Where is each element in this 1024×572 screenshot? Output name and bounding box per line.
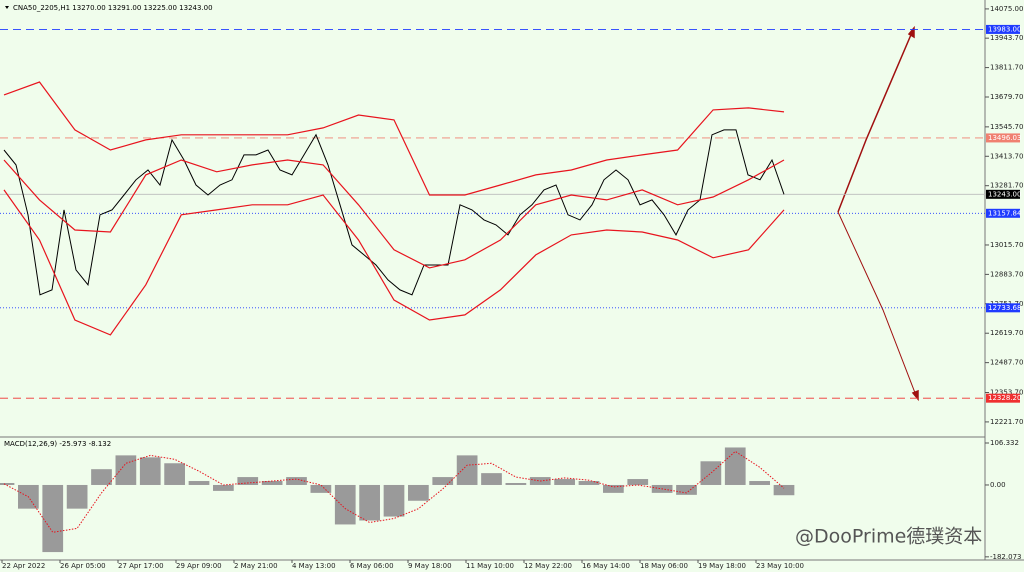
y-tick-label: 13943.70 bbox=[990, 34, 1023, 42]
macd-bar bbox=[773, 484, 795, 496]
level-label-bg bbox=[986, 24, 1020, 34]
macd-bar bbox=[408, 484, 429, 501]
y-tick-label: -182.073 bbox=[990, 553, 1021, 561]
macd-bar bbox=[188, 481, 210, 485]
y-tick-label: 12883.70 bbox=[990, 270, 1023, 278]
y-tick-label: 13811.70 bbox=[990, 64, 1023, 72]
y-tick-label: 12619.70 bbox=[990, 329, 1023, 337]
macd-bar bbox=[0, 483, 15, 485]
macd-bar bbox=[603, 484, 624, 493]
forecast-arrows bbox=[837, 25, 919, 402]
macd-bar bbox=[481, 473, 502, 485]
level-label: 12328.20 bbox=[988, 394, 1021, 402]
macd-bar bbox=[724, 447, 746, 485]
x-tick-label: 2 May 21:00 bbox=[234, 562, 278, 570]
macd-title: MACD(12,26,9) -25.973 -8.132 bbox=[4, 440, 111, 448]
macd-bar bbox=[700, 461, 722, 485]
price-line bbox=[3, 129, 785, 296]
macd-bar bbox=[286, 477, 307, 485]
level-label: 13157.84 bbox=[988, 209, 1022, 217]
macd-bar bbox=[42, 484, 64, 553]
level-label-bg bbox=[986, 189, 1020, 199]
macd-bar bbox=[213, 484, 234, 491]
macd-bar bbox=[578, 481, 600, 485]
level-label-bg bbox=[986, 303, 1020, 313]
x-tick-label: 9 May 18:00 bbox=[408, 562, 452, 570]
chart-title: CNA50_2205,H1 13270.00 13291.00 13225.00… bbox=[13, 4, 213, 12]
signal-line bbox=[3, 450, 785, 533]
x-tick-label: 6 May 06:00 bbox=[350, 562, 394, 570]
y-tick-label: 12487.70 bbox=[990, 359, 1023, 367]
macd-bar bbox=[383, 484, 405, 517]
macd-bar bbox=[66, 484, 88, 509]
y-tick-label: 12353.70 bbox=[990, 388, 1023, 396]
x-tick-label: 18 May 06:00 bbox=[640, 562, 688, 570]
macd-bar bbox=[359, 484, 380, 521]
x-tick-label: 23 May 10:00 bbox=[756, 562, 804, 570]
y-tick-label: 13679.70 bbox=[990, 93, 1023, 101]
bollinger-band bbox=[3, 159, 785, 269]
macd-bar bbox=[456, 455, 478, 485]
macd-bar bbox=[627, 479, 649, 485]
x-tick-label: 4 May 13:00 bbox=[292, 562, 336, 570]
level-label: 12733.68 bbox=[988, 304, 1021, 312]
watermark: @DooPrime德璞资本 bbox=[795, 526, 982, 548]
macd-bar bbox=[432, 477, 454, 485]
y-tick-label: 106.332 bbox=[990, 439, 1019, 447]
x-tick-label: 27 Apr 17:00 bbox=[118, 562, 164, 570]
macd-bar bbox=[237, 477, 259, 485]
y-tick-label: 0.00 bbox=[990, 481, 1006, 489]
level-label: 13243.00 bbox=[988, 190, 1021, 198]
macd-bar bbox=[261, 481, 283, 485]
x-tick-label: 16 May 14:00 bbox=[582, 562, 630, 570]
y-tick-label: 14075.00 bbox=[990, 5, 1023, 13]
y-tick-label: 12221.70 bbox=[990, 418, 1023, 426]
macd-bar bbox=[91, 469, 112, 485]
x-tick-label: 11 May 10:00 bbox=[466, 562, 514, 570]
x-tick-label: 12 May 22:00 bbox=[524, 562, 572, 570]
x-tick-label: 26 Apr 05:00 bbox=[60, 562, 106, 570]
x-tick-label: 29 Apr 09:00 bbox=[176, 562, 222, 570]
macd-bar bbox=[554, 479, 575, 485]
macd-bar bbox=[676, 484, 697, 495]
macd-bar bbox=[505, 483, 527, 485]
level-label-bg bbox=[986, 393, 1020, 403]
macd-bar bbox=[310, 484, 332, 493]
bollinger-band bbox=[3, 81, 785, 196]
macd-bar bbox=[334, 484, 356, 525]
x-tick-label: 22 Apr 2022 bbox=[2, 562, 45, 570]
y-tick-label: 13015.70 bbox=[990, 241, 1023, 249]
macd-bar bbox=[164, 463, 185, 485]
level-label: 13496.03 bbox=[988, 134, 1021, 142]
bollinger-band bbox=[3, 189, 785, 336]
menu-arrow bbox=[5, 6, 9, 9]
x-tick-label: 19 May 18:00 bbox=[698, 562, 746, 570]
macd-bar bbox=[115, 455, 137, 485]
level-label: 13983.00 bbox=[988, 25, 1021, 33]
macd-bar bbox=[139, 457, 161, 485]
level-label-bg bbox=[986, 133, 1020, 143]
y-tick-label: 13545.70 bbox=[990, 123, 1023, 131]
macd-bar bbox=[749, 481, 770, 485]
level-label-bg bbox=[986, 208, 1020, 218]
y-tick-label: 13281.70 bbox=[990, 182, 1023, 190]
y-tick-label: 13413.70 bbox=[990, 152, 1023, 160]
